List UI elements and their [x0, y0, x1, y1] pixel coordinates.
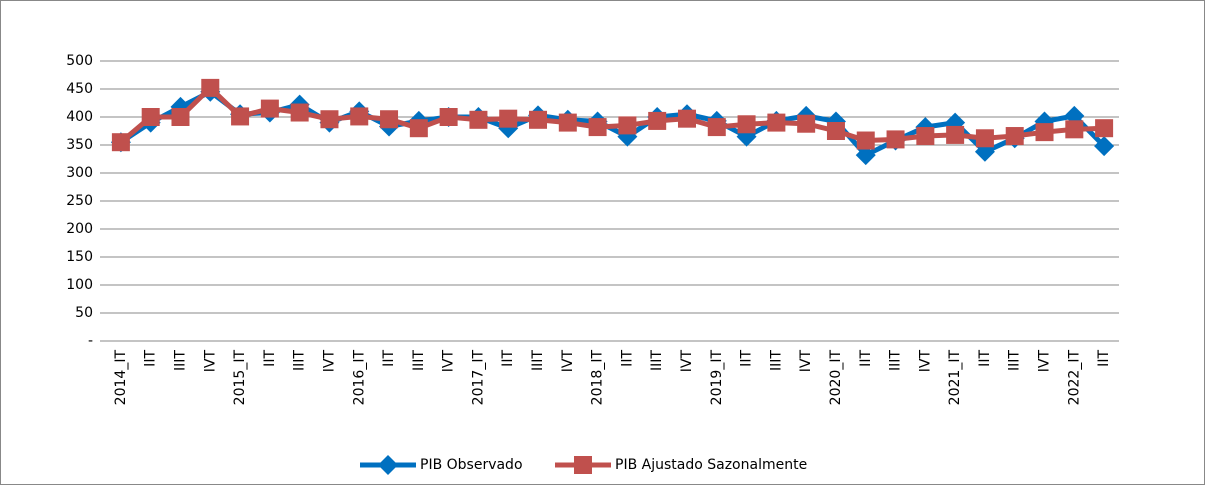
data-point: [797, 114, 816, 133]
data-point: [141, 108, 160, 126]
x-tick-label: IVT: [679, 350, 695, 373]
y-tick-label: 250: [66, 193, 93, 209]
legend-label: PIB Observado: [420, 457, 523, 473]
data-point: [945, 112, 966, 133]
data-point: [290, 103, 309, 122]
x-tick-label: IIT: [1096, 350, 1112, 367]
data-point: [1065, 120, 1084, 139]
x-tick-label: IIT: [739, 350, 755, 367]
y-tick-label: 350: [66, 137, 93, 153]
x-tick-label: 2017_IT: [470, 350, 486, 406]
x-tick-label: IVT: [441, 350, 457, 373]
data-point: [1094, 136, 1115, 157]
data-point: [439, 108, 458, 126]
legend-label: PIB Ajustado Sazonalmente: [615, 457, 807, 473]
data-point: [111, 133, 130, 152]
data-point: [171, 108, 190, 126]
x-tick-label: IIIT: [172, 350, 188, 371]
data-point: [350, 107, 369, 126]
data-point: [201, 78, 220, 97]
y-tick-label: 450: [66, 81, 93, 97]
data-point: [737, 115, 756, 134]
x-tick-label: IVT: [560, 350, 576, 373]
data-point: [231, 107, 250, 126]
x-tick-label: 2015_IT: [232, 350, 248, 406]
x-tick-label: IIT: [858, 350, 874, 367]
data-point: [378, 455, 398, 475]
data-point: [618, 116, 637, 135]
x-tick-label: IIIT: [649, 350, 665, 371]
y-tick-label: 400: [66, 109, 93, 125]
x-tick-label: IIT: [381, 350, 397, 367]
x-tick-label: 2018_IT: [590, 350, 606, 406]
x-tick-label: 2021_IT: [947, 350, 963, 406]
data-point: [648, 111, 667, 130]
data-point: [588, 118, 607, 137]
data-point: [946, 125, 965, 144]
x-tick-label: IIIT: [888, 350, 904, 371]
data-point: [574, 456, 592, 474]
data-point: [499, 109, 518, 128]
x-tick-label: 2016_IT: [351, 350, 367, 406]
data-point: [320, 110, 339, 129]
data-point: [707, 118, 726, 137]
x-tick-label: 2014_IT: [113, 350, 129, 406]
y-tick-label: 200: [66, 221, 93, 237]
x-tick-label: IVT: [1037, 350, 1053, 373]
x-tick-label: IIT: [500, 350, 516, 367]
data-point: [856, 131, 875, 150]
x-tick-label: 2020_IT: [828, 350, 844, 406]
data-point: [529, 110, 548, 129]
x-tick-label: IIT: [619, 350, 635, 367]
x-tick-label: IIIT: [768, 350, 784, 371]
data-point: [409, 119, 428, 138]
y-tick-label: 300: [66, 165, 93, 181]
data-point: [380, 110, 399, 129]
x-tick-label: 2019_IT: [709, 350, 725, 406]
x-tick-label: IIT: [977, 350, 993, 367]
y-tick-label: -: [88, 333, 93, 349]
data-point: [260, 99, 279, 118]
data-point: [469, 110, 488, 129]
data-point: [1035, 123, 1054, 142]
data-point: [767, 113, 786, 132]
y-tick-label: 500: [66, 53, 93, 69]
data-point: [886, 130, 905, 149]
data-point: [826, 122, 845, 140]
data-point: [1095, 119, 1114, 138]
data-point: [916, 127, 935, 146]
x-tick-label: IIIT: [530, 350, 546, 371]
x-tick-label: 2022_IT: [1066, 350, 1082, 406]
y-tick-label: 50: [75, 305, 93, 321]
data-point: [975, 129, 994, 148]
data-point: [1005, 127, 1024, 146]
data-point: [677, 109, 696, 128]
series: [111, 78, 1114, 152]
x-tick-label: IIIT: [292, 350, 308, 371]
data-point: [558, 113, 577, 132]
data-point: [855, 145, 876, 166]
y-tick-label: 100: [66, 277, 93, 293]
x-tick-label: IVT: [202, 350, 218, 373]
x-tick-label: IVT: [321, 350, 337, 373]
x-tick-label: IIIT: [1007, 350, 1023, 371]
series-line: [119, 84, 1105, 145]
x-tick-label: IVT: [917, 350, 933, 373]
x-tick-label: IIT: [262, 350, 278, 367]
x-tick-label: IIT: [143, 350, 159, 367]
x-tick-label: IVT: [798, 350, 814, 373]
x-tick-label: IIIT: [411, 350, 427, 371]
y-tick-label: 150: [66, 249, 93, 265]
